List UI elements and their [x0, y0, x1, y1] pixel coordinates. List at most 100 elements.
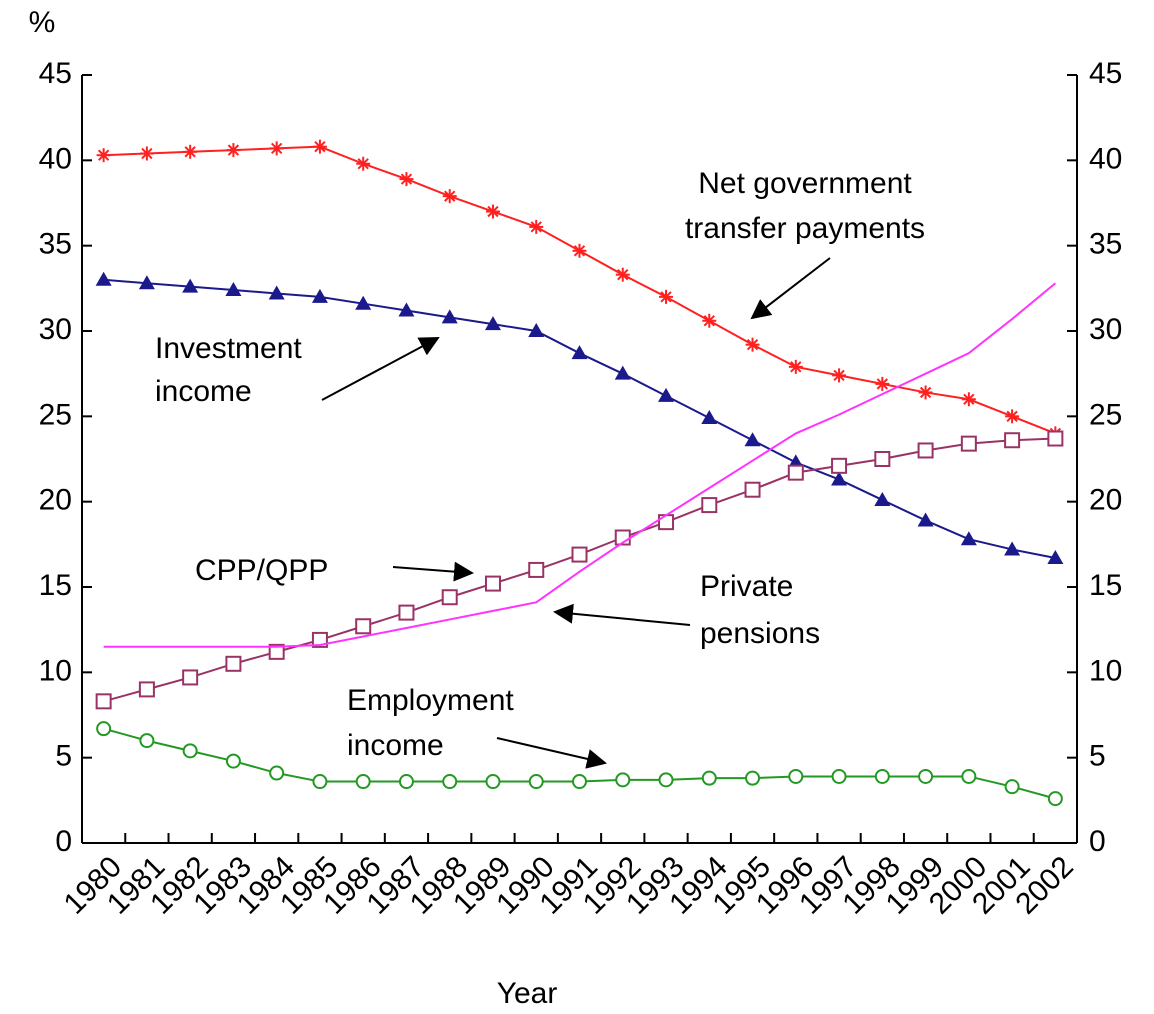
marker-stroke — [227, 144, 240, 156]
marker — [355, 618, 372, 635]
marker — [744, 432, 761, 447]
series-label: CPP/QPP — [195, 554, 328, 587]
marker — [787, 464, 804, 481]
marker — [917, 512, 934, 527]
arrow — [321, 337, 440, 401]
marker-stroke — [963, 393, 975, 405]
marker — [139, 146, 154, 161]
marker — [701, 410, 718, 425]
y-tick-label-right: 0 — [1089, 825, 1106, 858]
marker-stroke — [487, 205, 499, 218]
arrow — [496, 737, 607, 769]
marker — [614, 365, 631, 380]
marker — [528, 323, 545, 337]
marker — [356, 156, 371, 171]
marker-stroke — [746, 338, 759, 351]
marker — [355, 774, 371, 790]
marker — [182, 278, 199, 293]
marker — [701, 497, 718, 514]
marker — [442, 189, 457, 204]
series-label: income — [347, 729, 444, 762]
marker-stroke — [573, 245, 586, 257]
marker — [398, 774, 414, 790]
marker — [615, 772, 631, 788]
marker — [745, 770, 761, 786]
marker — [268, 643, 285, 660]
marker — [225, 655, 242, 672]
annotation-arrows — [321, 257, 831, 769]
y-tick-label: 15 — [39, 569, 72, 602]
y-tick-label-right: 25 — [1089, 398, 1122, 431]
y-tick-label: 25 — [39, 398, 72, 431]
marker — [960, 435, 977, 452]
marker — [355, 295, 372, 310]
marker-stroke — [790, 361, 802, 373]
series-label: Private — [700, 570, 793, 603]
marker — [1047, 430, 1064, 447]
arrow — [750, 257, 831, 320]
marker — [615, 267, 630, 282]
series-label: income — [155, 375, 252, 408]
arrow — [392, 561, 474, 582]
marker — [312, 139, 327, 154]
y-tick-label-right: 5 — [1089, 740, 1106, 773]
marker — [528, 774, 544, 790]
series-label: Employment — [347, 684, 514, 717]
series-label: pensions — [700, 617, 820, 650]
marker — [96, 721, 112, 737]
marker — [917, 442, 934, 459]
y-tick-label: 40 — [39, 142, 72, 175]
marker — [311, 288, 328, 303]
marker — [1004, 432, 1021, 449]
marker — [442, 774, 458, 790]
marker — [744, 481, 761, 498]
marker — [484, 316, 501, 331]
marker — [398, 302, 415, 317]
series-line — [103, 278, 1056, 559]
marker — [441, 309, 458, 324]
y-tick-label: 30 — [39, 313, 72, 346]
marker — [96, 148, 111, 163]
y-tick-label: 5 — [55, 740, 72, 773]
marker — [1047, 549, 1064, 564]
marker-stroke — [1006, 410, 1018, 422]
marker — [226, 143, 241, 158]
marker — [571, 546, 588, 563]
marker — [485, 774, 501, 790]
marker — [832, 368, 847, 383]
marker — [95, 693, 112, 710]
marker — [788, 768, 804, 784]
y-tick-label: 35 — [39, 228, 72, 261]
marker — [398, 604, 415, 621]
marker-stroke — [919, 386, 932, 399]
marker — [960, 531, 977, 546]
marker-stroke — [833, 369, 845, 382]
marker — [1004, 541, 1021, 556]
y-tick-label-right: 15 — [1089, 569, 1122, 602]
marker — [312, 774, 328, 790]
marker — [441, 589, 458, 606]
marker — [572, 243, 587, 258]
marker — [874, 768, 890, 784]
marker — [874, 491, 891, 506]
arrow — [553, 603, 691, 626]
marker — [528, 561, 545, 578]
y-tick-label: 0 — [55, 825, 72, 858]
series-line — [103, 282, 1057, 648]
marker-stroke — [400, 173, 413, 185]
marker — [484, 575, 501, 592]
marker-stroke — [141, 147, 153, 160]
marker — [1047, 791, 1063, 807]
y-tick-label-right: 35 — [1089, 228, 1122, 261]
marker — [1004, 779, 1020, 795]
marker-stroke — [703, 315, 715, 327]
marker-stroke — [876, 378, 888, 390]
marker — [138, 275, 155, 290]
y-tick-label-right: 10 — [1089, 654, 1122, 687]
marker — [875, 376, 890, 391]
series-label: transfer payments — [685, 212, 925, 245]
marker — [571, 345, 588, 360]
marker — [918, 385, 933, 400]
